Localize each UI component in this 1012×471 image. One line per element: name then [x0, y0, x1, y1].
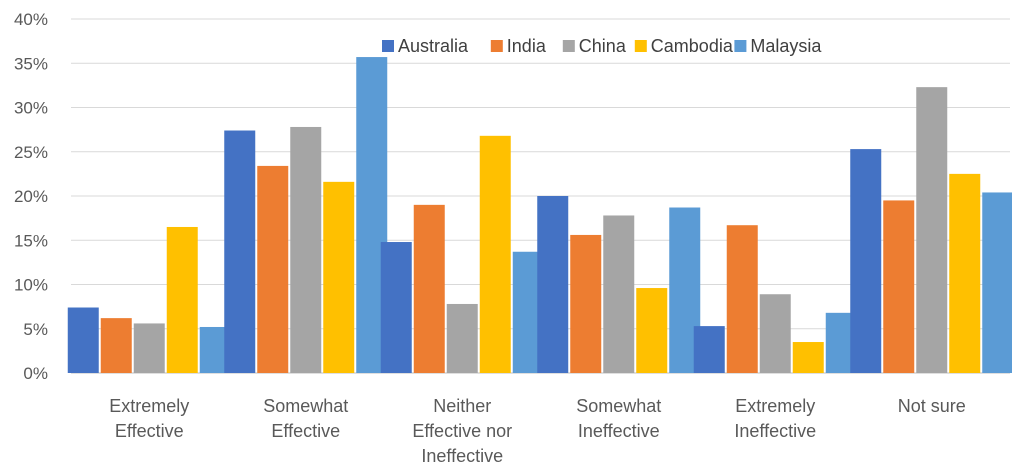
category-label: Not sure — [898, 396, 966, 416]
category-label-line: Not sure — [898, 396, 966, 416]
bar-australia-2 — [380, 242, 412, 373]
bar-australia-5 — [850, 149, 882, 373]
bar-cambodia-0 — [166, 226, 198, 373]
category-label-line: Effective — [115, 421, 184, 441]
bar-australia-4 — [693, 326, 725, 373]
y-tick-label: 5% — [23, 320, 48, 339]
legend: Australia India China Cambodia Malaysia — [382, 36, 822, 56]
legend-label-australia: Australia — [398, 36, 469, 56]
y-tick-label: 40% — [14, 10, 48, 29]
y-tick-label: 10% — [14, 276, 48, 295]
category-label-line: Ineffective — [734, 421, 816, 441]
bar-australia-3 — [537, 196, 569, 373]
bar-cambodia-5 — [949, 173, 981, 373]
category-label: Somewhat Effective — [263, 396, 348, 441]
bar-china-3 — [603, 215, 635, 373]
legend-label-india: India — [507, 36, 547, 56]
legend-swatch-china — [562, 40, 575, 52]
category-label-line: Somewhat — [576, 396, 661, 416]
bar-australia-0 — [67, 307, 99, 373]
legend-swatch-cambodia — [634, 40, 647, 52]
bar-china-2 — [446, 303, 478, 373]
category-label-line: Effective nor — [412, 421, 512, 441]
legend-swatch-australia — [382, 40, 394, 52]
category-label: Extremely Ineffective — [734, 396, 816, 441]
bar-india-0 — [100, 318, 132, 373]
legend-swatch-malaysia — [734, 40, 747, 52]
y-tick-label: 25% — [14, 143, 48, 162]
bar-china-4 — [759, 294, 791, 373]
bar-india-3 — [570, 234, 602, 373]
category-label: Extremely Effective — [109, 396, 189, 441]
category-label-line: Extremely — [109, 396, 189, 416]
x-axis-category-labels: Extremely Effective Somewhat Effective Neith… — [109, 396, 966, 466]
y-tick-label: 0% — [23, 364, 48, 383]
bar-australia-1 — [224, 130, 256, 373]
y-tick-label: 30% — [14, 99, 48, 118]
bar-cambodia-4 — [792, 342, 824, 373]
bar-india-5 — [883, 200, 915, 373]
category-label: Somewhat Ineffective — [576, 396, 661, 441]
legend-swatch-india — [490, 40, 503, 52]
bar-cambodia-3 — [636, 288, 668, 373]
bar-cambodia-1 — [323, 181, 355, 373]
bar-cambodia-2 — [479, 135, 511, 373]
bars — [67, 57, 1012, 374]
category-label-line: Ineffective — [421, 446, 503, 466]
category-label-line: Effective — [271, 421, 340, 441]
y-tick-label: 20% — [14, 187, 48, 206]
bar-china-5 — [916, 87, 948, 374]
legend-label-china: China — [579, 36, 627, 56]
bar-india-2 — [413, 204, 445, 373]
category-label-line: Extremely — [735, 396, 815, 416]
legend-label-malaysia: Malaysia — [750, 36, 822, 56]
bar-malaysia-5 — [982, 192, 1012, 373]
category-label-line: Neither — [433, 396, 491, 416]
bar-china-1 — [290, 126, 322, 373]
legend-label-cambodia: Cambodia — [651, 36, 734, 56]
category-label: Neither Effective nor Ineffective — [412, 396, 512, 466]
y-tick-label: 35% — [14, 54, 48, 73]
category-label-line: Ineffective — [578, 421, 660, 441]
bar-india-1 — [257, 165, 289, 373]
bar-india-4 — [726, 225, 758, 373]
y-tick-label: 15% — [14, 231, 48, 250]
y-axis-tick-labels: 0% 5% 10% 15% 20% 25% 30% 35% 40% — [14, 10, 48, 383]
category-label-line: Somewhat — [263, 396, 348, 416]
bar-china-0 — [133, 323, 165, 373]
